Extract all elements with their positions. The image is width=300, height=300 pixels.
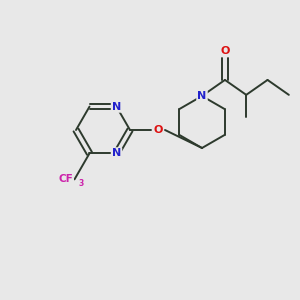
Text: N: N <box>112 148 121 158</box>
Text: CF: CF <box>59 174 74 184</box>
Text: N: N <box>112 102 121 112</box>
Text: 3: 3 <box>79 179 84 188</box>
Text: O: O <box>220 46 230 56</box>
Text: O: O <box>153 125 163 135</box>
Text: N: N <box>197 91 207 101</box>
